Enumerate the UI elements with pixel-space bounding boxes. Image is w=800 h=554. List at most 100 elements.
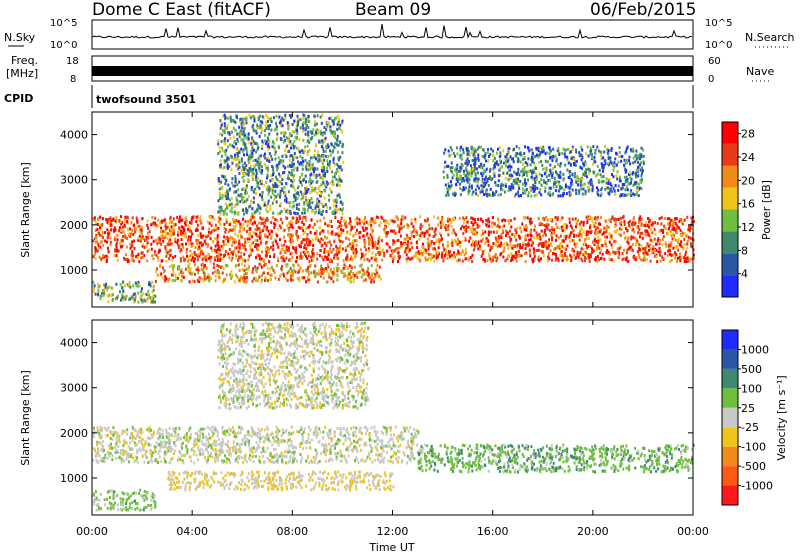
heatmap-cell [195,215,198,219]
heatmap-cell [154,270,157,274]
heatmap-cell [641,223,644,227]
heatmap-cell [626,259,629,263]
heatmap-cell [337,170,340,174]
heatmap-cell [481,250,484,254]
heatmap-cell [237,188,239,192]
heatmap-cell [218,252,221,256]
heatmap-cell [298,244,301,248]
heatmap-cell [274,150,277,154]
heatmap-cell [375,215,378,219]
heatmap-cell [200,267,203,271]
heatmap-cell [192,279,195,283]
heatmap-cell [298,216,301,220]
heatmap-cell [141,251,144,255]
heatmap-cell [109,223,112,227]
heatmap-cell [227,230,230,234]
heatmap-cell [397,239,400,242]
heatmap-cell [433,247,436,251]
heatmap-cell [638,243,641,247]
heatmap-cell [229,235,232,239]
heatmap-cell [359,248,362,252]
heatmap-cell [307,168,309,172]
heatmap-cell [532,186,535,190]
heatmap-cell [441,256,444,260]
heatmap-cell [263,183,266,187]
heatmap-cell [202,269,205,273]
heatmap-cell [526,233,529,237]
heatmap-cell [515,192,518,196]
heatmap-cell [549,242,552,246]
heatmap-cell [628,159,631,163]
heatmap-cell [230,196,233,200]
heatmap-cell [108,293,111,297]
heatmap-cell [302,192,305,196]
heatmap-cell [338,238,341,242]
heatmap-cell [250,188,253,192]
heatmap-cell [353,225,356,229]
heatmap-cell [579,229,582,233]
heatmap-cell [465,229,468,233]
heatmap-cell [571,239,574,242]
heatmap-cell [570,231,572,235]
heatmap-cell [305,164,308,168]
heatmap-cell [174,237,177,241]
heatmap-cell [244,220,247,223]
heatmap-cell [285,256,288,260]
heatmap-cell [234,203,237,207]
heatmap-cell [344,221,347,225]
heatmap-cell [349,257,352,261]
heatmap-cell [404,237,407,241]
heatmap-cell [244,189,247,193]
freq-label-line2: [MHz] [6,67,38,80]
heatmap-cell [527,242,530,246]
heatmap-cell [599,238,602,242]
heatmap-cell [226,204,228,208]
heatmap-cell [608,225,610,229]
heatmap-cell [305,120,308,124]
heatmap-cell [501,229,504,233]
heatmap-cell [560,218,563,222]
heatmap-cell [336,194,339,198]
heatmap-cell [288,137,290,141]
heatmap-cell [282,131,285,135]
heatmap-cell [465,216,468,220]
heatmap-cell [243,161,246,165]
heatmap-cell [547,246,550,250]
heatmap-cell [365,253,367,257]
heatmap-cell [309,205,312,209]
heatmap-cell [305,180,307,184]
heatmap-cell [223,165,226,169]
heatmap-cell [524,238,527,242]
heatmap-cell [257,176,260,180]
heatmap-cell [450,180,452,184]
heatmap-cell [626,240,629,244]
heatmap-cell [264,123,267,127]
heatmap-cell [159,263,161,267]
heatmap-cell [94,229,97,232]
heatmap-cell [562,192,565,196]
heatmap-cell [164,279,167,283]
heatmap-cell [218,216,220,220]
heatmap-cell [259,229,261,233]
heatmap-cell [554,247,557,251]
heatmap-cell [198,255,201,258]
heatmap-cell [551,236,553,240]
heatmap-cell [256,243,259,247]
heatmap-cell [279,274,282,278]
heatmap-cell [265,114,268,117]
heatmap-cell [354,218,357,221]
heatmap-cell [459,244,462,248]
heatmap-cell [413,227,415,231]
heatmap-cell [556,180,559,184]
heatmap-cell [258,254,261,258]
heatmap-cell [363,222,366,226]
heatmap-cell [282,229,285,233]
heatmap-cell [327,253,330,257]
heatmap-cell [285,136,288,140]
heatmap-cell [452,192,455,196]
heatmap-cell [255,268,257,272]
heatmap-cell [157,259,160,262]
heatmap-cell [324,189,327,193]
heatmap-cell [380,239,383,243]
heatmap-cell [337,158,340,162]
